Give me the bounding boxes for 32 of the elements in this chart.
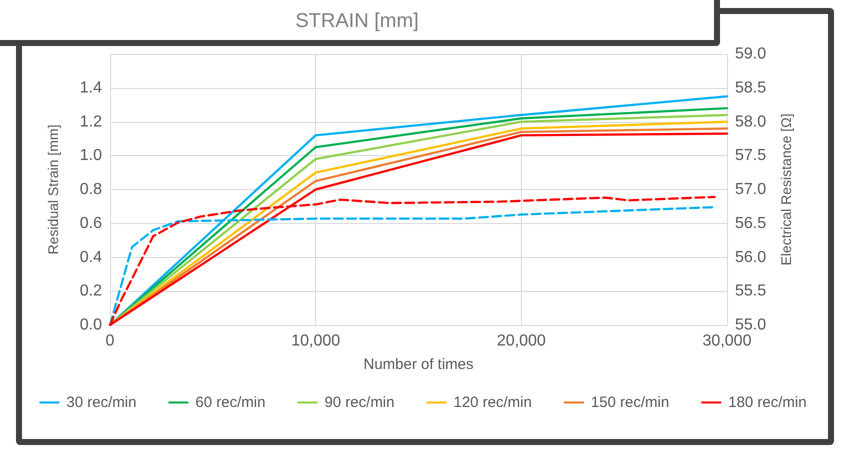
y-tick-label: 0.0 xyxy=(80,316,102,334)
x-tick-label: 30,000 xyxy=(702,332,752,350)
y-tick-label: 0.4 xyxy=(80,248,102,266)
y-tick-label: 0.8 xyxy=(80,181,102,198)
y-tick-label: 1.2 xyxy=(80,113,102,130)
y2-tick-label: 57.5 xyxy=(735,147,766,164)
legend-label: 60 rec/min xyxy=(195,394,266,411)
x-tick-label: 20,000 xyxy=(496,332,546,350)
legend-label: 120 rec/min xyxy=(453,394,532,411)
y-axis-title: Residual Strain [mm] xyxy=(45,124,61,254)
chart-title: STRAIN [mm] xyxy=(294,10,420,33)
y-tick-label: 1.0 xyxy=(80,147,102,164)
title-box: STRAIN [mm] xyxy=(0,0,720,46)
y2-tick-label: 56.5 xyxy=(735,214,766,232)
y2-tick-label: 56.0 xyxy=(735,248,766,266)
legend-label: 30 rec/min xyxy=(66,394,136,411)
x-tick-label: 10,000 xyxy=(291,332,340,350)
x-tick-label: 0 xyxy=(106,332,115,350)
x-axis-title: Number of times xyxy=(363,356,474,373)
y2-tick-label: 59.0 xyxy=(735,46,766,62)
legend-label: 150 rec/min xyxy=(590,394,670,411)
legend-label: 180 rec/min xyxy=(728,394,807,411)
y-tick-label: 1.4 xyxy=(80,79,102,96)
y2-tick-label: 55.5 xyxy=(735,282,766,300)
y2-tick-label: 58.0 xyxy=(735,113,766,130)
y2-tick-label: 58.5 xyxy=(735,79,766,96)
y2-axis-title: Electrical Resistance [Ω] xyxy=(778,113,794,266)
y2-tick-label: 55.0 xyxy=(735,316,766,334)
legend-label: 90 rec/min xyxy=(324,394,394,411)
y-tick-label: 0.6 xyxy=(80,214,102,232)
y-tick-label: 0.2 xyxy=(80,282,102,300)
y2-tick-label: 57.0 xyxy=(735,181,766,198)
